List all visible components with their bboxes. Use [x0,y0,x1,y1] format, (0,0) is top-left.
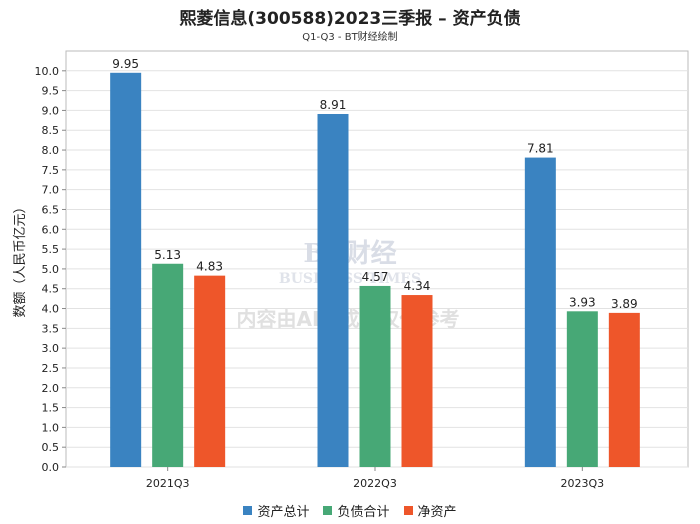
bar [608,312,640,467]
legend-label-net-assets: 净资产 [417,505,457,520]
legend-swatch-net-assets [403,506,413,515]
bar [401,295,433,467]
data-label: 3.89 [611,297,638,311]
bar [359,285,391,467]
x-tick-label: 2022Q3 [353,477,397,490]
y-tick-label: 3.0 [42,342,60,355]
y-tick-label: 7.0 [42,184,60,197]
legend-swatch-assets [243,506,253,515]
chart-title: 熙菱信息(300588)2023三季报 – 资产负债 [179,9,521,29]
y-tick-label: 3.5 [42,322,60,335]
watermark-logo-sub: BUSINESS TIMES [279,271,421,287]
y-tick-label: 2.5 [42,362,60,375]
legend-swatch-liabilities [323,506,333,515]
legend-item-assets[interactable]: 资产总计 [243,501,309,520]
y-tick-label: 8.5 [42,124,60,137]
y-tick-label: 0.5 [42,441,60,454]
y-tick-label: 9.0 [42,104,60,117]
legend: 资产总计 负债合计 净资产 [0,501,700,520]
y-tick-label: 0.0 [42,461,60,474]
y-tick-label: 7.5 [42,164,60,177]
data-label: 7.81 [527,142,554,156]
x-tick-label: 2023Q3 [561,477,605,490]
data-label: 4.83 [196,260,223,274]
bar [194,275,226,467]
data-label: 8.91 [320,98,347,112]
y-tick-label: 1.5 [42,402,60,415]
data-label: 3.93 [569,295,596,309]
legend-label-assets: 资产总计 [257,505,310,520]
data-label: 4.57 [362,270,389,284]
legend-label-liabilities: 负债合计 [337,505,390,520]
y-tick-label: 1.0 [42,421,60,434]
bar [110,72,142,468]
data-label: 9.95 [112,57,139,71]
bar [317,113,349,467]
y-tick-label: 9.5 [42,85,60,98]
y-tick-label: 5.0 [42,263,60,276]
legend-item-net-assets[interactable]: 净资产 [403,501,457,520]
bar [566,311,598,467]
bar [152,263,184,467]
legend-item-liabilities[interactable]: 负债合计 [323,501,390,520]
y-axis-label: 数额（人民币亿元） [13,200,28,317]
y-tick-label: 6.0 [42,223,60,236]
y-tick-label: 4.5 [42,283,60,296]
y-tick-label: 5.5 [42,243,60,256]
chart-subtitle: Q1-Q3 - BT财经绘制 [302,32,398,43]
data-label: 5.13 [154,248,181,262]
data-label: 4.34 [404,279,431,293]
y-tick-label: 4.0 [42,303,60,316]
watermark-logo: BT财经 [303,238,396,269]
y-tick-label: 2.0 [42,382,60,395]
y-tick-label: 6.5 [42,203,60,216]
y-tick-label: 10.0 [35,65,60,78]
bar [524,157,556,467]
y-tick-label: 8.0 [42,144,60,157]
x-tick-label: 2021Q3 [146,477,190,490]
